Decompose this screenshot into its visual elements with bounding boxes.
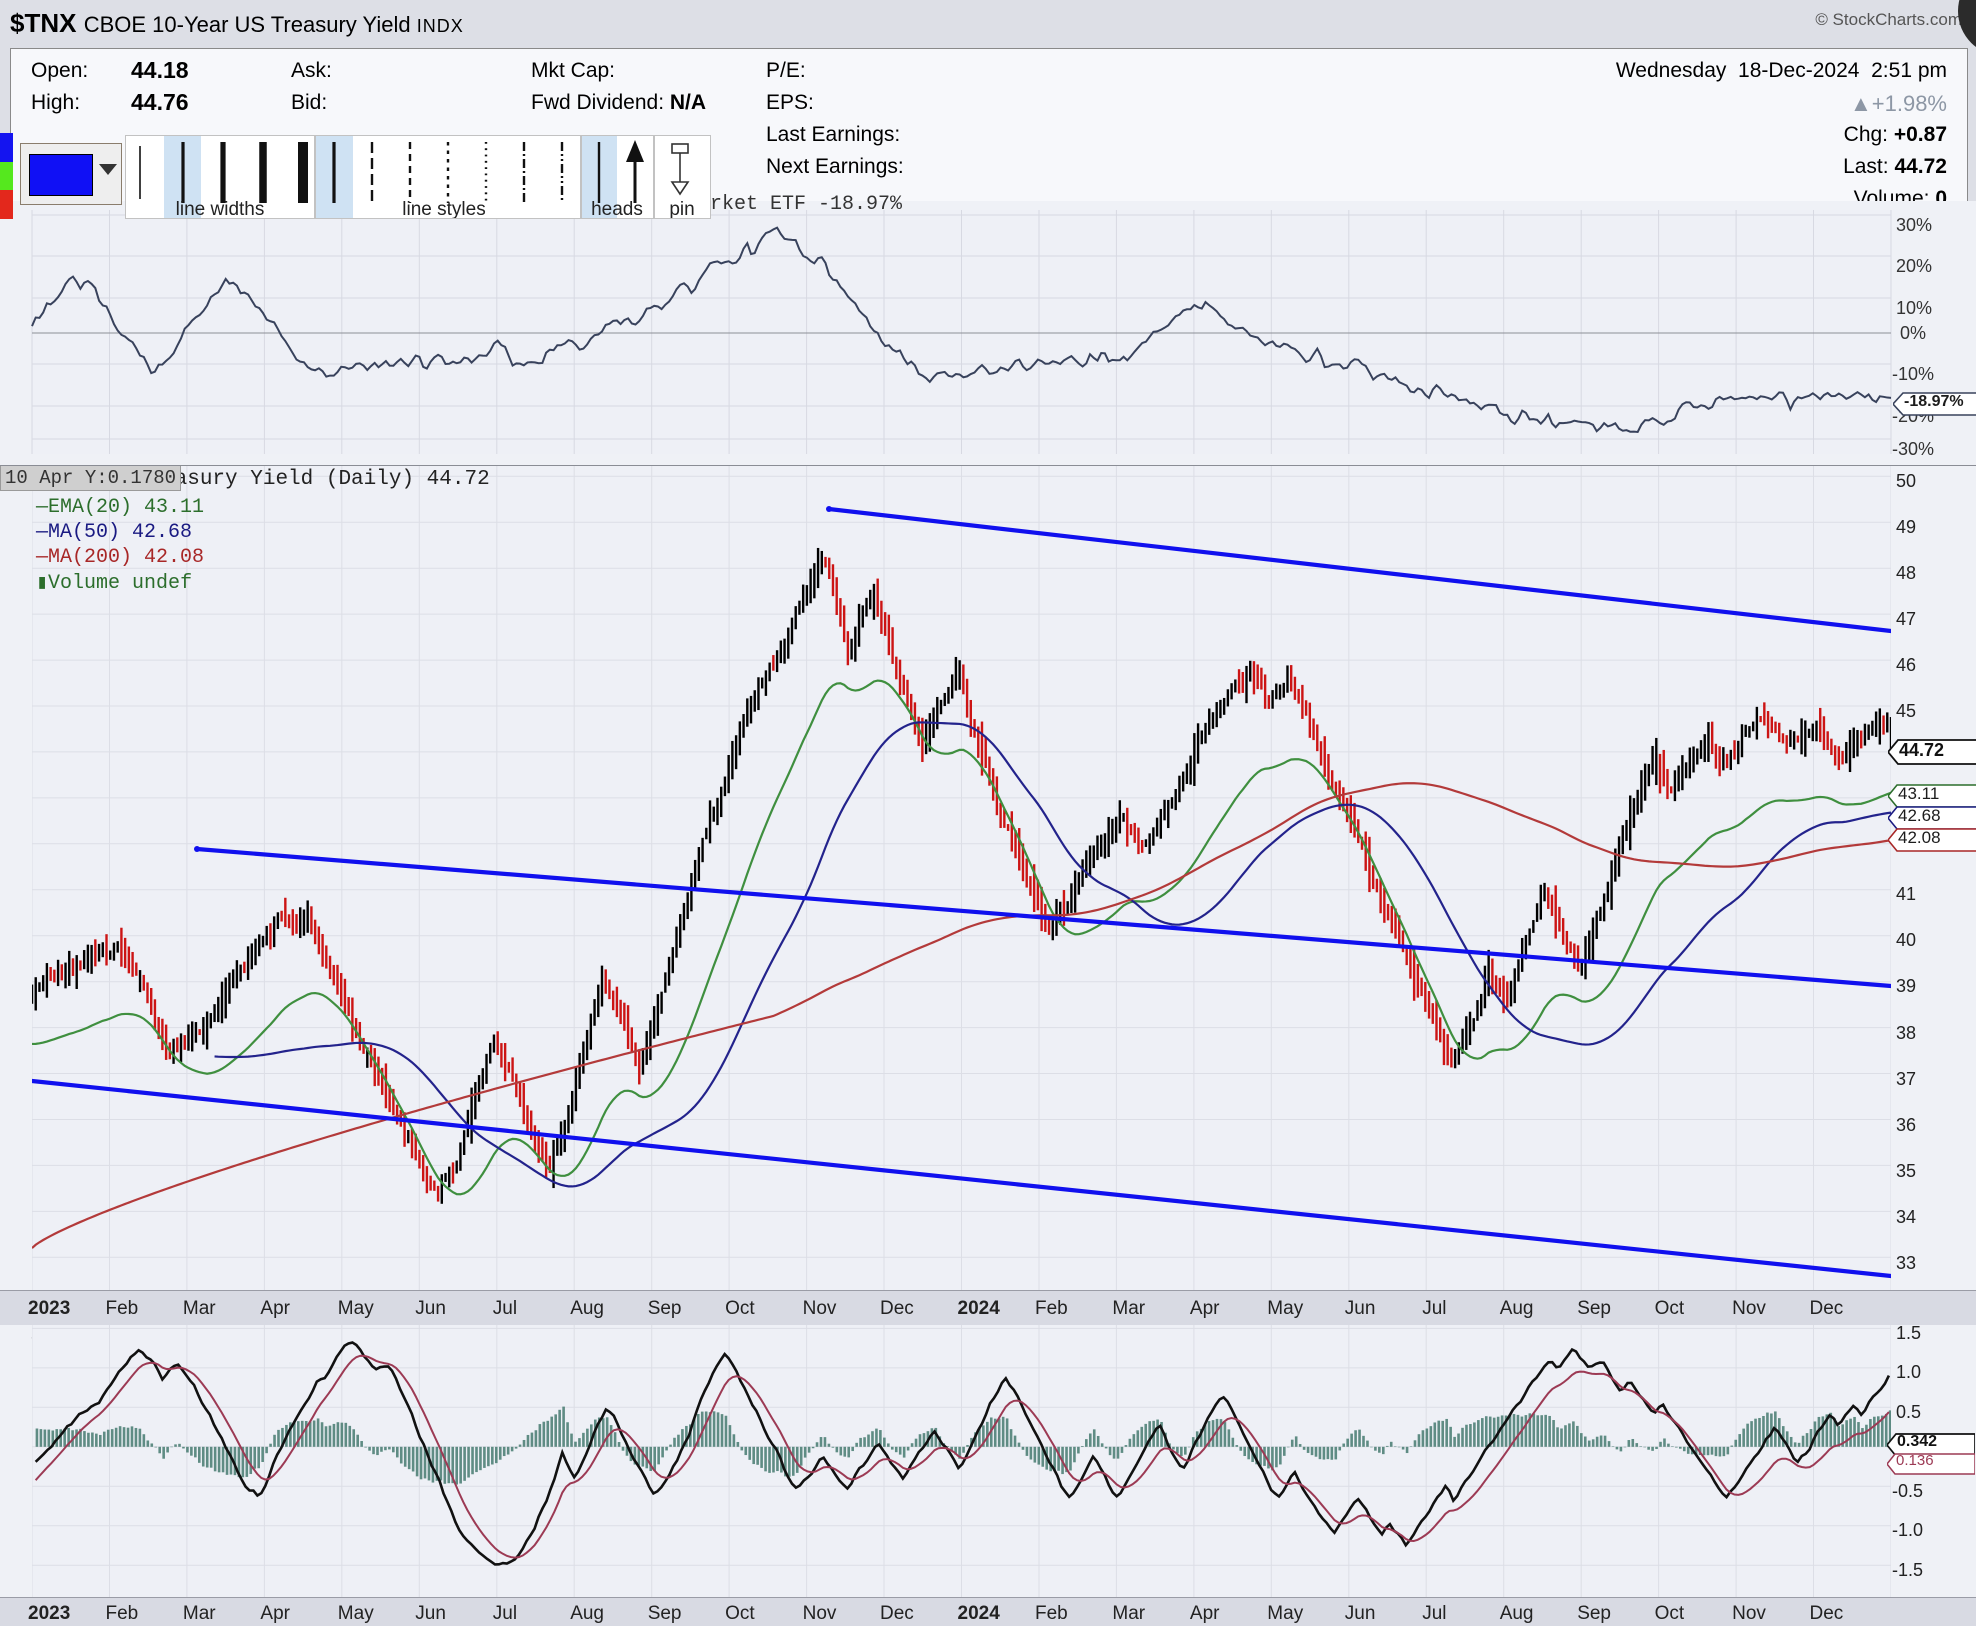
svg-text:line styles: line styles xyxy=(402,199,485,218)
svg-text:heads: heads xyxy=(591,199,643,218)
svg-text:pin: pin xyxy=(669,199,694,218)
svg-text:line widths: line widths xyxy=(176,199,265,218)
